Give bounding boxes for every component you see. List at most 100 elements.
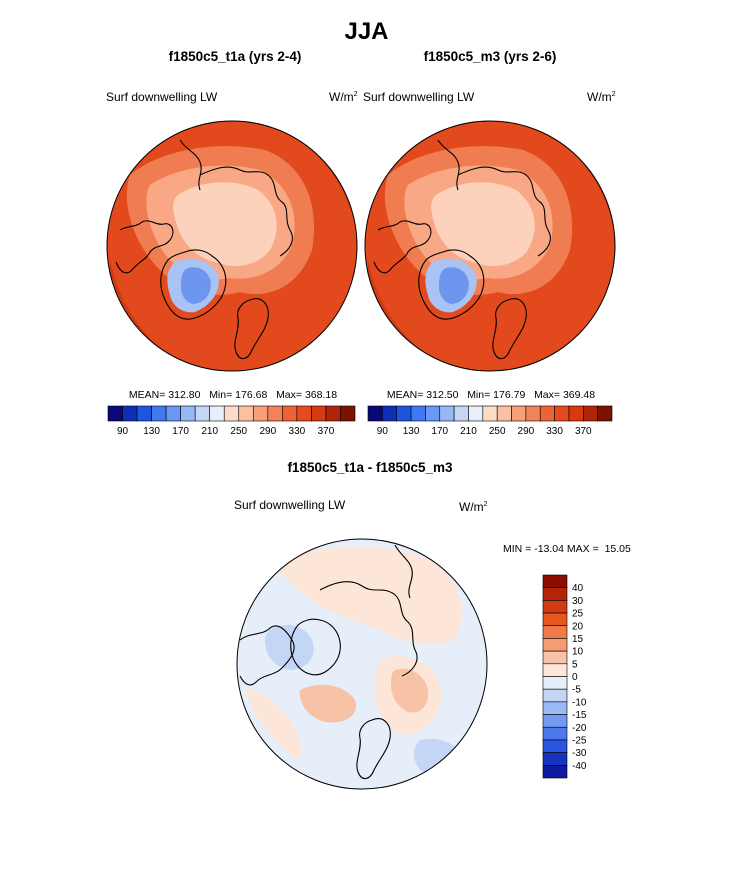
colorbar-2-swatch (439, 405, 455, 422)
colorbar-3-swatch (542, 612, 568, 627)
colorbar-1-swatch (296, 405, 312, 422)
colorbar-3-tick-label: 20 (572, 621, 584, 632)
map-3-coastline-eurasia (319, 581, 418, 677)
colorbar-3-tick-label: 40 (572, 583, 584, 594)
map-2-coastline-alaska (437, 139, 460, 191)
colorbar-3-swatch (542, 726, 568, 741)
map-1-frame (106, 120, 358, 372)
colorbar-1-swatch (311, 405, 327, 422)
panel-2-min-value: 176.79 (493, 389, 526, 401)
colorbar-3-swatch (542, 625, 568, 639)
colorbar-3-swatch (542, 714, 568, 728)
map-1-coastline-scandinavia (234, 298, 269, 360)
colorbar-2-swatch (468, 405, 484, 422)
colorbar-2-swatch (525, 405, 541, 422)
map-3 (236, 538, 488, 790)
panel-2-title: f1850c5_m3 (yrs 2-6) (423, 49, 557, 64)
panel-1-title: f1850c5_t1a (yrs 2-4) (168, 49, 302, 64)
colorbar-2-tick-label: 170 (431, 426, 448, 437)
colorbar-3-swatch (542, 587, 568, 601)
colorbar-2-swatch (539, 405, 555, 422)
panel-3-stats: MIN = -13.04 MAX = 15.05 (503, 543, 631, 555)
colorbar-2-swatch (582, 405, 598, 422)
map-2-coastline-eurasia (457, 166, 551, 257)
map-1-coastline-alaska (179, 139, 202, 191)
colorbar-2-swatch (425, 405, 441, 422)
map-1-greenland-inner (180, 267, 211, 304)
colorbar-1-swatch (180, 405, 196, 422)
colorbar-2-swatch (597, 405, 613, 422)
colorbar-1-tick-label: 370 (318, 426, 335, 437)
colorbar-3-swatch (542, 701, 568, 715)
colorbar-1-swatch (252, 405, 269, 422)
colorbar-3-tick-label: 10 (572, 647, 584, 658)
map-3-frame (236, 538, 488, 790)
map-3-coastline-alaska (394, 544, 413, 599)
panel-2-max-value: 369.48 (562, 389, 596, 401)
map-1 (106, 120, 358, 372)
colorbar-1-tick-label: 290 (259, 426, 276, 437)
map-1-coastline-eurasia (199, 166, 293, 257)
map-2-coastline-canada (373, 220, 432, 274)
colorbar-2-tick-label: 210 (460, 426, 477, 437)
colorbar-2-tick-label: 290 (518, 426, 535, 437)
colorbar-1-swatch (107, 405, 123, 422)
map-3-coastline-greenland (290, 618, 341, 676)
map-2-frame (364, 120, 616, 372)
map-3-positive-sw (245, 689, 301, 760)
panel-3-units: W/m2 (459, 500, 488, 514)
panel-3-variable-label: Surf downwelling LW (234, 498, 346, 512)
map-3-positive-east-core (390, 668, 429, 713)
map-2-coastline-scandinavia (492, 298, 527, 360)
colorbar-3-swatch (542, 765, 568, 779)
panel-1-mean-value: 312.80 (168, 389, 201, 401)
colorbar-2-swatch (568, 405, 584, 422)
colorbar-3-swatch (542, 650, 568, 665)
map-2-greenland-inner (438, 267, 469, 304)
map-1-coastline-greenland (160, 249, 227, 320)
colorbar-3-tick-label: -30 (572, 748, 587, 759)
panel-1-stats: MEAN= 312.80 Min= 176.68 Max= 368.18 (128, 389, 338, 401)
map-1-coastline-canada (115, 220, 174, 274)
colorbar-3-swatch (542, 663, 568, 677)
colorbar-2-tick-label: 330 (546, 426, 563, 437)
colorbar-1-swatch (282, 405, 298, 422)
colorbar-1-swatch (267, 405, 283, 422)
panel-2-units: W/m2 (587, 90, 616, 104)
colorbar-1-tick-label: 130 (143, 426, 160, 437)
panel-3-max-value: 15.05 (604, 543, 631, 555)
colorbar-1-tick-label: 250 (230, 426, 247, 437)
colorbar-2-swatch (367, 405, 383, 422)
panel-1-variable-label: Surf downwelling LW (106, 90, 218, 104)
colorbar-1-swatch (340, 405, 356, 422)
colorbar-3-tick-label: 0 (572, 672, 578, 683)
colorbar-3-tick-label: 5 (572, 659, 578, 670)
colorbar-3-tick-label: 30 (572, 596, 584, 607)
colorbar-2-swatch (482, 405, 498, 422)
colorbar-2-tick-label: 370 (575, 426, 592, 437)
panel-3-title: f1850c5_t1a - f1850c5_m3 (287, 460, 453, 475)
colorbar-2-swatch (496, 405, 512, 422)
map-3-positive-north (278, 546, 462, 645)
panel-1-units: W/m2 (329, 90, 358, 104)
colorbar-2-swatch (396, 405, 412, 422)
colorbar-2-tick-label: 130 (403, 426, 420, 437)
panel-2-stats: MEAN= 312.50 Min= 176.79 Max= 369.48 (386, 389, 596, 401)
colorbar-3-swatch (542, 600, 568, 614)
colorbar-3-swatch (542, 752, 568, 766)
panel-2-variable-label: Surf downwelling LW (363, 90, 475, 104)
colorbar-1-tick-label: 170 (172, 426, 189, 437)
panel-2-mean-value: 312.50 (426, 389, 459, 401)
colorbar-2-swatch (410, 405, 426, 422)
panel-3-min-value: -13.04 (534, 543, 564, 555)
colorbar-2-swatch (554, 405, 570, 422)
colorbar-3-tick-label: 25 (572, 609, 584, 620)
colorbar-2-tick-label: 90 (377, 426, 389, 437)
colorbar-1-tick-label: 90 (117, 426, 129, 437)
colorbar-3-tick-label: -15 (572, 710, 587, 721)
colorbar-1-swatch (194, 405, 211, 422)
colorbar-2: 90 130 170 210 250 290 330 370 (367, 405, 613, 437)
colorbar-3-tick-label: 15 (572, 634, 584, 645)
map-2-arctic-core (431, 182, 535, 266)
